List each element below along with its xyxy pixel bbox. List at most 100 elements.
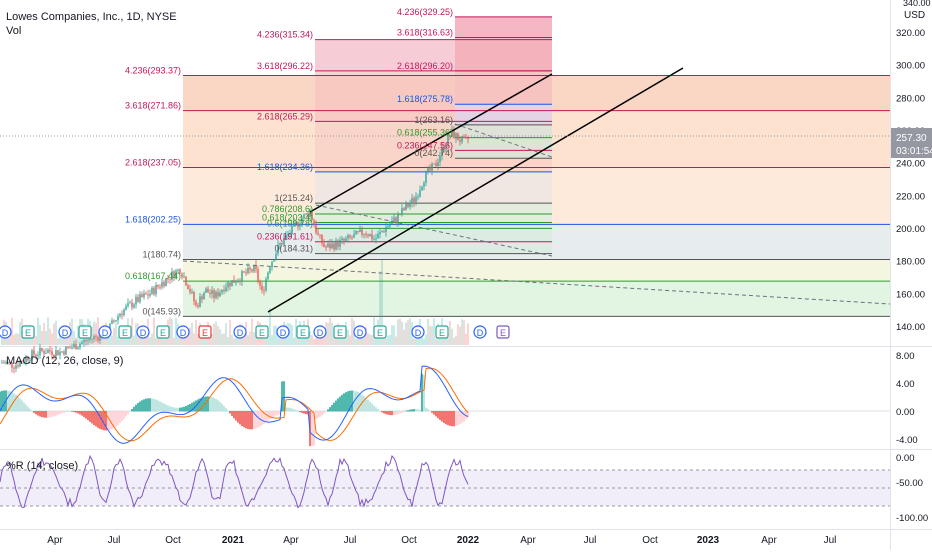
volume-bar — [397, 319, 399, 345]
fib-label: 1(263.16) — [414, 115, 453, 125]
macd-histogram-bar — [305, 411, 307, 415]
macd-histogram-bar — [413, 409, 415, 412]
candle-body — [115, 320, 117, 322]
currency-label[interactable]: USD — [904, 10, 925, 21]
earnings-marker[interactable]: E — [435, 325, 449, 339]
earnings-marker[interactable]: E — [21, 325, 35, 339]
macd-histogram-bar — [23, 402, 25, 412]
volume-bar — [179, 331, 181, 345]
williams-r-indicator[interactable] — [0, 454, 469, 509]
candle-body — [7, 362, 9, 364]
earnings-marker[interactable]: E — [296, 325, 310, 339]
trend-channel-upper[interactable] — [309, 73, 553, 213]
dividend-marker[interactable]: D — [176, 325, 190, 339]
dividend-marker[interactable]: D — [411, 325, 425, 339]
time-axis-tick: Apr — [47, 535, 63, 546]
earnings-marker[interactable]: E — [255, 325, 269, 339]
williams-axis[interactable]: 0.00 -50.00 -100.00 — [896, 453, 928, 524]
volume-bar — [221, 333, 223, 345]
candle-body — [395, 217, 397, 223]
dividend-marker[interactable]: D — [276, 325, 290, 339]
volume-bar — [151, 333, 153, 345]
dividend-marker[interactable]: D — [0, 325, 12, 339]
dividend-marker[interactable]: D — [98, 325, 112, 339]
price-axis[interactable]: 340.00 USD 320.00300.00280.00260.00240.0… — [896, 0, 931, 333]
earnings-marker[interactable]: E — [156, 325, 170, 339]
macd-histogram-bar — [311, 411, 313, 447]
candle-body — [131, 302, 133, 308]
macd-histogram-bar — [183, 406, 185, 412]
volume-bar — [145, 335, 147, 345]
macd-histogram-bar — [175, 407, 177, 412]
earnings-marker[interactable]: E — [373, 325, 387, 339]
trend-channel-lower[interactable] — [267, 67, 684, 313]
price-axis-tick: 180.00 — [896, 257, 925, 268]
macd-histogram-bar — [201, 397, 203, 412]
candle-body — [313, 219, 315, 225]
dashed-trendline[interactable] — [454, 123, 553, 158]
macd-histogram-bar — [287, 407, 289, 412]
candle-body — [411, 198, 413, 204]
dividend-marker[interactable]: D — [136, 325, 150, 339]
fib-extension-levels[interactable] — [183, 16, 890, 317]
dashed-trendline[interactable] — [182, 260, 891, 305]
volume-bar — [463, 320, 465, 345]
macd-histogram-bar — [459, 411, 461, 425]
candle-body — [415, 196, 417, 203]
volume-bar — [247, 335, 249, 345]
fib-extension-zones[interactable] — [183, 16, 890, 317]
candle-body — [77, 347, 79, 350]
candle-body — [441, 146, 443, 156]
volume-bar — [133, 335, 135, 345]
candle-body — [385, 227, 387, 232]
volume-label[interactable]: Vol — [6, 25, 21, 37]
candle-body — [89, 338, 91, 340]
volume-bar — [235, 336, 237, 345]
earnings-marker[interactable]: E — [333, 325, 347, 339]
dividend-marker[interactable]: D — [353, 325, 367, 339]
earnings-marker[interactable]: E — [78, 325, 92, 339]
macd-axis[interactable]: 8.00 4.00 0.00 -4.00 — [896, 351, 918, 446]
macd-histogram-bar — [169, 406, 171, 412]
candle-body — [353, 234, 355, 238]
macd-histogram-bar — [317, 411, 319, 418]
candle-body — [329, 243, 331, 249]
macd-histogram-bar — [365, 397, 367, 412]
macd-histogram-bar — [97, 411, 99, 428]
volume-bar — [117, 336, 119, 345]
symbol-title[interactable]: Lowes Companies, Inc., 1D, NYSE — [6, 11, 177, 23]
macd-histogram-bar — [27, 406, 29, 412]
volume-bar — [333, 331, 335, 345]
price-candles[interactable] — [1, 125, 469, 374]
time-axis-tick: Oct — [165, 535, 181, 546]
volume-bar — [289, 323, 291, 345]
dividend-marker[interactable]: D — [473, 325, 487, 339]
volume-bar — [381, 259, 383, 345]
volume-bar — [275, 325, 277, 345]
macd-histogram-bar — [275, 411, 277, 416]
earnings-marker[interactable]: E — [198, 325, 212, 339]
macd-histogram-bar — [197, 399, 199, 412]
candle-body — [403, 208, 405, 210]
earnings-marker[interactable]: E — [118, 325, 132, 339]
time-axis[interactable]: Apr Jul Oct 2021 Apr Jul Oct 2022 Apr Jul Oct 2023 A… — [47, 535, 836, 546]
dividend-marker[interactable]: D — [233, 325, 247, 339]
macd-histogram-bar — [215, 398, 217, 412]
dividend-marker[interactable]: D — [58, 325, 72, 339]
dividend-marker[interactable]: D — [313, 325, 327, 339]
macd-histogram-bar — [389, 411, 391, 416]
macd-indicator[interactable] — [0, 365, 890, 447]
volume-bar — [231, 334, 233, 345]
candle-body — [151, 287, 153, 294]
dashed-trendline[interactable] — [315, 204, 553, 257]
last-price-badge — [891, 128, 932, 158]
earnings-marker[interactable]: E — [496, 325, 510, 339]
macd-histogram-bar — [337, 398, 339, 412]
macd-histogram-bar — [241, 411, 243, 427]
williams-label[interactable]: %R (14, close) — [6, 460, 78, 472]
fib-label: 0.236(191.61) — [257, 232, 313, 242]
macd-label[interactable]: MACD (12, 26, close, 9) — [6, 355, 123, 367]
candle-body — [443, 146, 445, 150]
